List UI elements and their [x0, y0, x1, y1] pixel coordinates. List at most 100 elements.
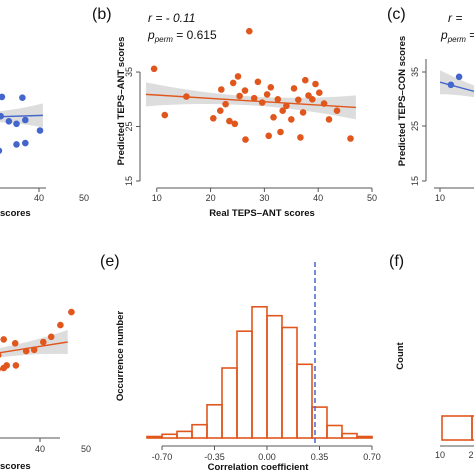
panel-c-label: (c) [387, 6, 406, 23]
panel-b-p-stat: pperm = 0.615 [147, 28, 217, 44]
panel-a-point-22 [22, 139, 29, 147]
panel-c-tick-label-y-35: 35 [410, 67, 420, 77]
panel-a-scatter-plot: 40 50 scores [0, 93, 89, 219]
panel-b-point-35 [231, 120, 239, 128]
panel-b-point-16 [267, 84, 275, 91]
panel-b-point-39 [297, 134, 304, 141]
panel-e-bar-6 [236, 330, 253, 439]
panel-c-p-stat: pperm = [440, 28, 474, 44]
panel-b-r-stat: r = - 0.11 [148, 11, 195, 25]
panel-b-tick-label-x-20: 20 [206, 193, 216, 203]
panel-e-bar-3 [191, 423, 208, 439]
panel-a-regression-line [0, 114, 43, 118]
panel-a-point-5 [0, 93, 6, 101]
panel-a-tick-label-50: 50 [79, 193, 89, 203]
panel-b-scatter-plot: (b) r = - 0.11 pperm = 0.615 Predicted T… [92, 6, 377, 219]
panel-b-label: (b) [92, 6, 112, 23]
panel-b-point-23 [295, 96, 302, 104]
panel-b-p-value: = 0.615 [173, 28, 217, 42]
panel-b-point-31 [325, 116, 333, 123]
panel-b-point-15 [263, 91, 271, 98]
panel-f-bar-0 [441, 415, 473, 441]
panel-c-r-stat: r = [448, 11, 462, 25]
panel-e-histogram-bars [146, 305, 373, 439]
panel-b-tick-label-x-10: 10 [152, 193, 162, 203]
panel-b-point-30 [320, 100, 328, 107]
panel-e-bar-5 [221, 367, 238, 439]
panel-b-point-12 [226, 117, 233, 125]
panel-b-axes: 10 20 30 40 50 15 25 35 [124, 67, 377, 203]
panel-b-point-0 [150, 65, 158, 73]
panel-c-regression-line [439, 81, 474, 93]
panel-a-point-12 [0, 112, 4, 120]
panel-b-point-38 [218, 86, 225, 93]
panel-a-confidence-band [0, 103, 43, 128]
panel-a-point-15 [22, 116, 29, 124]
panel-f-histogram: (f) Count 10 2 [389, 253, 474, 460]
panel-d-point-13 [57, 321, 64, 329]
panel-e-tick-label-0: -0.70 [152, 452, 173, 462]
panel-c-fit-line [439, 81, 474, 93]
panel-a-point-14 [13, 120, 20, 128]
panel-e-bar-14 [356, 435, 373, 439]
panel-e-label: (e) [100, 253, 120, 270]
panel-b-point-2 [183, 93, 190, 100]
panel-a-data-points [0, 93, 44, 154]
panel-f-tick-label-2: 2 [468, 450, 473, 460]
panel-b-point-25 [302, 76, 309, 84]
panel-b-point-11 [250, 94, 258, 102]
panel-b-point-19 [279, 107, 287, 114]
panel-b-point-27 [309, 96, 316, 103]
panel-b-point-4 [217, 107, 224, 114]
panel-d-point-22 [0, 352, 2, 358]
panel-b-point-24 [299, 109, 307, 116]
panel-e-bar-2 [176, 430, 193, 439]
panel-b-point-13 [254, 78, 262, 86]
panel-e-histogram: (e) Occurrence number Correlation coeffi… [100, 253, 381, 473]
panel-d-point-30 [0, 367, 1, 372]
panel-b-point-8 [236, 92, 243, 100]
panel-b-point-18 [274, 96, 282, 103]
panel-d-point-24 [12, 362, 20, 369]
panel-b-p-symbol: p [147, 28, 155, 42]
panel-b-point-33 [347, 135, 354, 142]
panel-d-ci-band [0, 330, 68, 358]
panel-b-point-34 [242, 136, 249, 143]
panel-f-y-axis-label: Count [395, 341, 406, 369]
panel-b-tick-label-y-25: 25 [124, 122, 134, 132]
panel-b-tick-label-y-35: 35 [124, 67, 134, 77]
panel-c-point-0 [447, 81, 455, 89]
panel-e-bar-12 [326, 424, 343, 439]
panel-b-point-17 [270, 114, 277, 121]
panel-d-point-26 [0, 364, 7, 372]
panel-b-tick-label-y-15: 15 [124, 176, 134, 186]
panel-b-point-3 [210, 115, 217, 122]
panel-b-point-20 [283, 102, 290, 110]
panel-c-confidence-band [440, 70, 474, 98]
panel-a-ci-band [0, 103, 43, 128]
panel-c-p-value: = [466, 28, 474, 42]
panel-c-tick-label-y-15: 15 [410, 176, 420, 186]
panel-d-fit-line [0, 341, 68, 354]
panel-b-point-28 [312, 80, 319, 88]
panel-e-tick-label-2: 0.00 [258, 452, 276, 462]
panel-b-tick-label-x-30: 30 [259, 193, 269, 203]
panel-b-tick-label-x-50: 50 [367, 193, 377, 203]
panel-d-tick-label-50: 50 [81, 444, 91, 454]
panel-c-ci-band [440, 70, 474, 98]
panel-d-point-7 [0, 336, 7, 343]
panel-f-histogram-bars [441, 415, 474, 441]
panel-e-bar-8 [266, 314, 283, 439]
panel-d-confidence-band [0, 330, 68, 358]
panel-d-point-9 [22, 347, 30, 355]
panel-b-point-7 [234, 73, 242, 80]
panel-d-x-axis-label: scores [0, 461, 31, 472]
panel-c-p-subscript: perm [447, 35, 467, 44]
panel-b-point-32 [333, 107, 341, 114]
panel-e-axes: -0.70 -0.35 0.00 0.35 0.70 [152, 445, 381, 462]
panel-b-p-subscript: perm [154, 35, 174, 44]
panel-e-x-axis-label: Correlation coefficient [208, 462, 310, 473]
panel-e-bar-13 [341, 432, 358, 439]
panel-b-y-axis-label: Predicted TEPS–ANT scores [116, 37, 127, 166]
panel-e-tick-label-3: 0.35 [311, 452, 329, 462]
